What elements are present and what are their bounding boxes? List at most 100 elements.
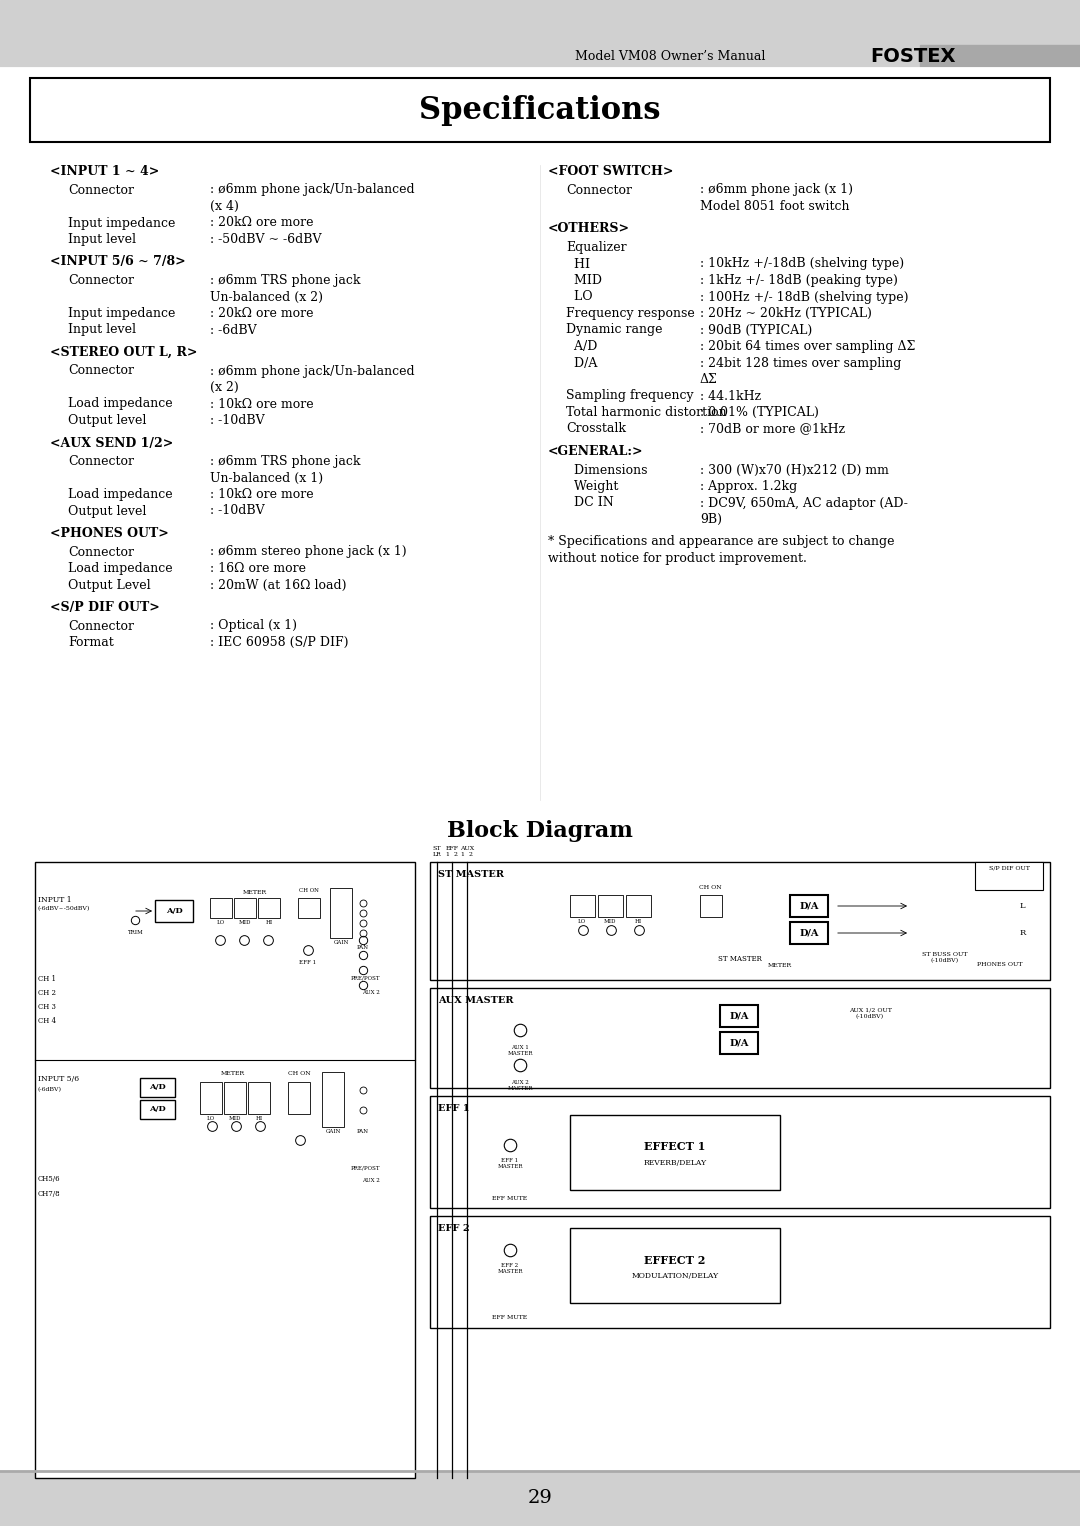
Text: DC IN: DC IN — [566, 496, 613, 510]
Text: Specifications: Specifications — [419, 95, 661, 125]
Text: Load impedance: Load impedance — [68, 562, 173, 575]
Text: : 10kΩ ore more: : 10kΩ ore more — [210, 488, 313, 501]
Bar — [598, 896, 623, 917]
Text: : 16Ω ore more: : 16Ω ore more — [210, 562, 306, 575]
Text: GAIN: GAIN — [325, 1129, 340, 1134]
Text: : -10dBV: : -10dBV — [210, 505, 265, 517]
Text: MID: MID — [566, 275, 602, 287]
Text: Equalizer: Equalizer — [566, 241, 626, 253]
Text: : -10dBV: : -10dBV — [210, 414, 265, 427]
Text: EFF 1
MASTER: EFF 1 MASTER — [497, 1158, 523, 1169]
Text: LO: LO — [578, 919, 586, 925]
Text: Output level: Output level — [68, 414, 147, 427]
Text: EFF
1  2: EFF 1 2 — [446, 847, 459, 858]
Text: Connector: Connector — [68, 275, 134, 287]
Text: CH5/6: CH5/6 — [38, 1175, 60, 1183]
Bar — [288, 1082, 310, 1114]
Text: Input impedance: Input impedance — [68, 217, 175, 229]
Text: Output level: Output level — [68, 505, 147, 517]
Bar — [920, 44, 1080, 69]
Text: Input level: Input level — [68, 233, 136, 246]
Text: LO: LO — [566, 290, 593, 304]
Text: EFF 2
MASTER: EFF 2 MASTER — [497, 1264, 523, 1274]
Text: <S/P DIF OUT>: <S/P DIF OUT> — [50, 601, 160, 613]
Bar — [975, 862, 1043, 890]
Text: ΔΣ: ΔΣ — [700, 372, 718, 386]
Text: LO: LO — [217, 920, 225, 925]
Bar — [570, 1116, 780, 1190]
Text: TRIM: TRIM — [127, 929, 143, 935]
Text: Output Level: Output Level — [68, 578, 150, 592]
Bar — [258, 897, 280, 919]
Text: Block Diagram: Block Diagram — [447, 819, 633, 842]
Text: : 44.1kHz: : 44.1kHz — [700, 389, 761, 403]
Text: Input level: Input level — [68, 324, 136, 337]
Text: (x 4): (x 4) — [210, 200, 239, 214]
Text: GAIN: GAIN — [334, 940, 349, 945]
Text: INPUT 1: INPUT 1 — [38, 896, 71, 903]
Text: MID: MID — [229, 1116, 241, 1122]
Bar — [200, 1082, 222, 1114]
Text: <PHONES OUT>: <PHONES OUT> — [50, 526, 168, 540]
Text: HI: HI — [566, 258, 590, 270]
Text: : 0.01% (TYPICAL): : 0.01% (TYPICAL) — [700, 406, 819, 420]
Text: : ø6mm TRS phone jack: : ø6mm TRS phone jack — [210, 275, 361, 287]
Text: EFF 1: EFF 1 — [438, 1103, 470, 1112]
Text: Weight: Weight — [566, 481, 619, 493]
Bar — [248, 1082, 270, 1114]
Text: : 300 (W)x70 (H)x212 (D) mm: : 300 (W)x70 (H)x212 (D) mm — [700, 464, 889, 476]
Text: Total harmonic distortion: Total harmonic distortion — [566, 406, 727, 420]
Text: D/A: D/A — [566, 357, 597, 369]
Bar — [430, 1096, 1050, 1209]
Text: without notice for product improvement.: without notice for product improvement. — [548, 552, 807, 565]
Bar — [140, 1077, 175, 1097]
Text: <FOOT SWITCH>: <FOOT SWITCH> — [548, 165, 673, 179]
Text: : Approx. 1.2kg: : Approx. 1.2kg — [700, 481, 797, 493]
Text: : Optical (x 1): : Optical (x 1) — [210, 620, 297, 632]
Text: HI: HI — [634, 919, 642, 925]
Bar — [700, 896, 723, 917]
Bar — [626, 896, 651, 917]
Text: CH ON: CH ON — [699, 885, 721, 890]
Text: L: L — [1020, 902, 1026, 909]
Text: AUX
1  2: AUX 1 2 — [460, 847, 474, 858]
Text: MID: MID — [239, 920, 252, 925]
Text: : ø6mm phone jack/Un-balanced: : ø6mm phone jack/Un-balanced — [210, 183, 415, 197]
Text: PRE/POST: PRE/POST — [351, 1164, 380, 1170]
Text: Crosstalk: Crosstalk — [566, 423, 626, 435]
Text: AUX 2
MASTER: AUX 2 MASTER — [508, 1080, 532, 1091]
Text: CH7/8: CH7/8 — [38, 1190, 60, 1198]
Text: D/A: D/A — [799, 928, 819, 937]
Text: : DC9V, 650mA, AC adaptor (AD-: : DC9V, 650mA, AC adaptor (AD- — [700, 496, 908, 510]
Text: Dynamic range: Dynamic range — [566, 324, 662, 337]
Bar — [35, 862, 415, 1479]
Bar — [789, 896, 828, 917]
Bar — [140, 1100, 175, 1119]
Text: HI: HI — [266, 920, 272, 925]
Text: R: R — [1020, 929, 1026, 937]
Text: CH 1: CH 1 — [38, 975, 56, 983]
Text: ST BUSS OUT
(-10dBV): ST BUSS OUT (-10dBV) — [922, 952, 968, 963]
Text: D/A: D/A — [799, 902, 819, 911]
Text: A/D: A/D — [165, 906, 183, 916]
Text: REVERB/DELAY: REVERB/DELAY — [644, 1160, 706, 1167]
Text: Un-balanced (x 1): Un-balanced (x 1) — [210, 472, 323, 484]
Text: MID: MID — [604, 919, 617, 925]
Bar — [0, 69, 1080, 72]
Text: Input impedance: Input impedance — [68, 307, 175, 320]
Text: AUX 1
MASTER: AUX 1 MASTER — [508, 1045, 532, 1056]
Text: Connector: Connector — [68, 620, 134, 632]
Text: <GENERAL:>: <GENERAL:> — [548, 446, 644, 458]
Text: : 20kΩ ore more: : 20kΩ ore more — [210, 217, 313, 229]
Text: (-6dBV~-50dBV): (-6dBV~-50dBV) — [38, 906, 91, 911]
Text: Model VM08 Owner’s Manual: Model VM08 Owner’s Manual — [575, 50, 766, 64]
Text: : 90dB (TYPICAL): : 90dB (TYPICAL) — [700, 324, 812, 337]
Text: Load impedance: Load impedance — [68, 397, 173, 410]
Text: Connector: Connector — [68, 545, 134, 559]
Text: PAN: PAN — [357, 945, 369, 951]
Text: : ø6mm phone jack (x 1): : ø6mm phone jack (x 1) — [700, 183, 853, 197]
Text: Model 8051 foot switch: Model 8051 foot switch — [700, 200, 850, 214]
Text: EFFECT 2: EFFECT 2 — [645, 1254, 705, 1265]
Text: <AUX SEND 1/2>: <AUX SEND 1/2> — [50, 436, 173, 450]
Text: EFF 2: EFF 2 — [438, 1224, 470, 1233]
